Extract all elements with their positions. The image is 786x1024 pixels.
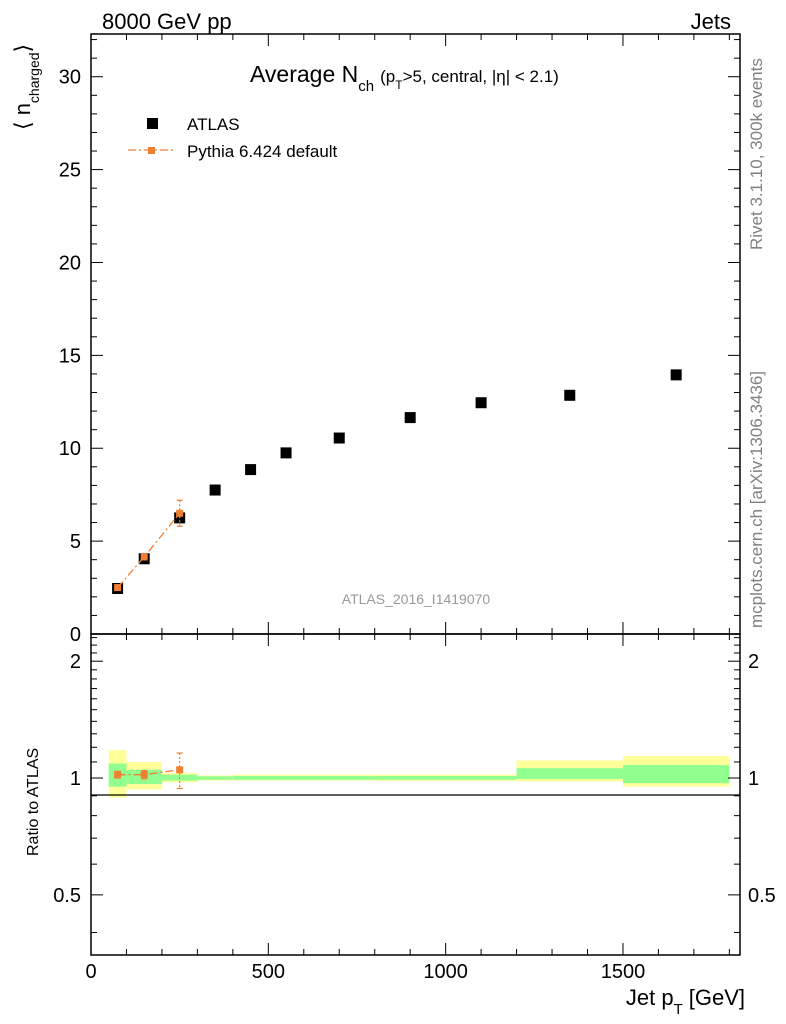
ratio-point-pythia-6-424-default	[140, 771, 148, 779]
ratio-band-inner	[374, 776, 517, 780]
ratio-y-tick-label-right: 2	[748, 651, 759, 673]
ratio-y-tick-label: 1	[70, 768, 81, 790]
data-point-pythia-6-424-default	[176, 509, 184, 517]
ratio-band-inner	[516, 768, 623, 779]
main-y-axis-label: ⟨ ncharged⟩	[10, 44, 42, 130]
x-label-main: Jet p	[626, 985, 674, 1010]
main-y-tick-label: 5	[70, 531, 81, 553]
ratio-y-tick-label: 0.5	[53, 885, 81, 907]
header-process-label: Jets	[691, 9, 731, 34]
ratio-band-inner	[197, 776, 233, 780]
ratio-point-pythia-6-424-default	[176, 766, 184, 774]
main-y-tick-label: 0	[70, 624, 81, 646]
mcplots-reference-label: mcplots.cern.ch [arXiv:1306.3436]	[747, 371, 766, 628]
ratio-y-tick-label-right: 0.5	[748, 885, 776, 907]
ratio-point-pythia-6-424-default	[114, 771, 122, 779]
data-point-atlas	[333, 432, 345, 444]
ratio-band-inner	[232, 776, 375, 780]
ratio-panel: 0 500 1000 1500 0.5 0.5 1 1 2 2 Ratio to ATLAS	[25, 34, 776, 983]
x-axis-label: Jet pT [GeV]	[626, 985, 745, 1018]
legend-label-pythia: Pythia 6.424 default	[187, 142, 338, 161]
header-energy-label: 8000 GeV pp	[102, 9, 232, 34]
data-point-atlas	[670, 369, 682, 381]
ratio-panel-frame	[90, 633, 741, 956]
title-condition-open: (p	[380, 67, 395, 86]
ratio-band-inner	[622, 765, 730, 784]
data-point-atlas	[564, 389, 576, 401]
main-title: Average Nch (pT>5, central, |η| < 2.1)	[250, 61, 559, 95]
data-point-atlas	[209, 484, 221, 496]
legend-marker-pythia	[148, 147, 155, 154]
legend: ATLAS Pythia 6.424 default	[128, 115, 338, 161]
title-main-subscript: ch	[358, 78, 374, 95]
legend-marker-atlas	[147, 118, 158, 129]
data-point-pythia-6-424-default	[114, 584, 122, 592]
data-point-atlas	[475, 397, 487, 409]
title-condition-subscript: T	[395, 78, 403, 92]
main-y-tick-label: 10	[59, 438, 81, 460]
ratio-y-axis-label: Ratio to ATLAS	[25, 748, 42, 856]
data-point-atlas	[280, 447, 292, 459]
main-y-tick-label: 15	[59, 345, 81, 367]
main-y-tick-label: 30	[59, 67, 81, 89]
legend-label-atlas: ATLAS	[187, 115, 240, 134]
main-y-tick-label: 20	[59, 252, 81, 274]
x-tick-label: 0	[85, 961, 96, 983]
y-label-prefix: ⟨ n	[10, 103, 35, 130]
data-point-atlas	[245, 464, 257, 476]
ratio-line-pythia-6-424-default	[117, 769, 180, 776]
x-tick-label: 1500	[601, 961, 646, 983]
title-condition-rest: >5, central, |η| < 2.1)	[403, 67, 559, 86]
x-tick-label: 1000	[423, 961, 468, 983]
x-tick-label: 500	[252, 961, 285, 983]
ratio-y-tick-label: 2	[70, 651, 81, 673]
main-panel: 0 5 10 15 20 25 30 Average Nch (pT>5, central, …	[10, 33, 741, 646]
y-label-subscript: charged	[26, 52, 42, 103]
data-point-pythia-6-424-default	[140, 553, 148, 561]
x-label-unit: [GeV]	[689, 985, 745, 1010]
rivet-version-label: Rivet 3.1.10, 300k events	[747, 58, 766, 250]
x-label-subscript: T	[674, 1001, 683, 1018]
y-label-suffix: ⟩	[10, 44, 35, 53]
data-point-atlas	[404, 412, 416, 424]
series-line-pythia-6-424-default	[117, 512, 181, 588]
title-main-text: Average N	[250, 61, 358, 87]
ratio-y-tick-label-right: 1	[748, 768, 759, 790]
main-y-tick-label: 25	[59, 160, 81, 182]
analysis-id-label: ATLAS_2016_I1419070	[342, 591, 491, 607]
